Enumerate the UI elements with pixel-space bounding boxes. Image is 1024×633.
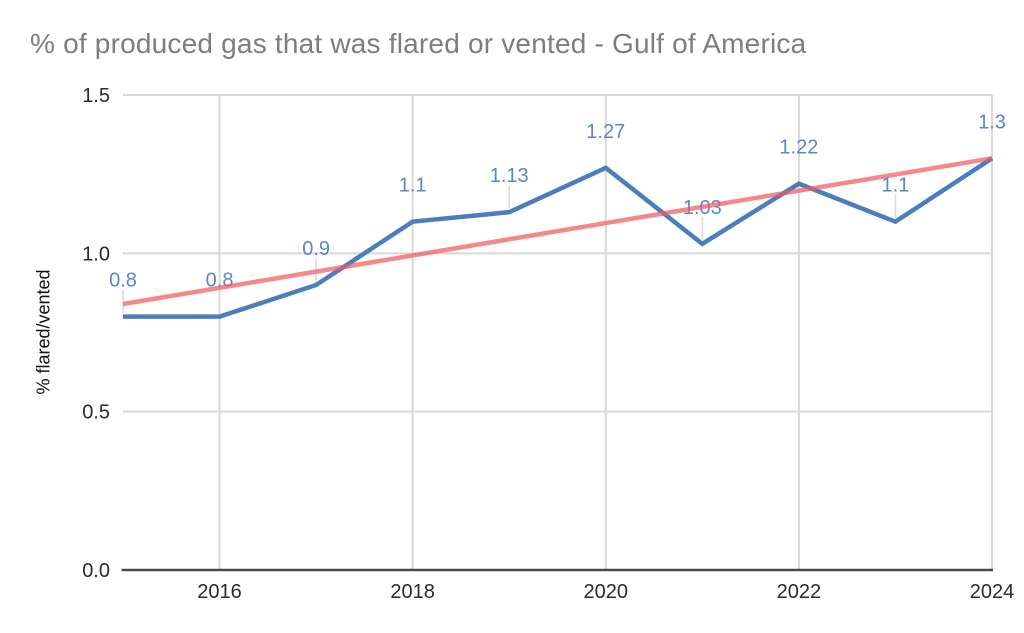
x-tick-label: 2024	[970, 581, 1015, 603]
data-label: 0.8	[109, 270, 137, 292]
series-line	[123, 156, 994, 319]
data-label: 1.27	[586, 121, 625, 143]
data-label: 1.1	[882, 175, 910, 197]
x-tick-label: 2018	[390, 581, 435, 603]
x-tick-label: 2016	[197, 581, 242, 603]
data-label: 1.1	[399, 175, 427, 197]
y-tick-label: 0.5	[82, 402, 110, 424]
data-label: 1.22	[779, 137, 818, 159]
data-label: 0.9	[302, 238, 330, 260]
chart-title: % of produced gas that was flared or ven…	[30, 28, 807, 59]
trendline	[122, 156, 993, 307]
x-tick-label: 2022	[777, 581, 822, 603]
y-tick-label: 1.5	[82, 85, 110, 107]
y-tick-label: 1.0	[82, 243, 110, 265]
data-label: 1.13	[490, 165, 529, 187]
data-label: 1.3	[978, 111, 1006, 133]
x-tick-label: 2020	[584, 581, 629, 603]
y-tick-label: 0.0	[82, 560, 110, 582]
